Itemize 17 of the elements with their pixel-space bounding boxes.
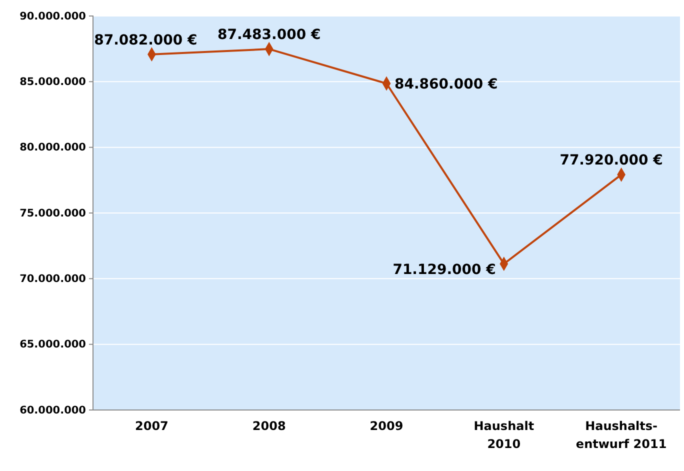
- y-tick-label: 60.000.000: [20, 404, 86, 416]
- y-tick-label: 75.000.000: [20, 207, 86, 220]
- data-label: 87.483.000 €: [218, 27, 321, 44]
- data-label: 84.860.000 €: [394, 76, 498, 93]
- y-tick-label: 85.000.000: [20, 76, 86, 88]
- x-tick-label: 2008: [252, 419, 286, 433]
- y-tick-label: 80.000.000: [20, 142, 86, 154]
- x-tick-label: 2009: [370, 419, 404, 433]
- data-label: 87.082.000 €: [94, 32, 198, 48]
- x-tick-label: 2007: [134, 419, 168, 433]
- y-tick-label: 70.000.000: [20, 273, 86, 286]
- x-tick-label: Haushalt 2010: [474, 419, 534, 451]
- data-label: 71.129.000 €: [392, 262, 496, 278]
- y-tick-label: 90.000.000: [20, 10, 86, 22]
- x-tick-label: Haushalts- entwurf 2011: [576, 419, 667, 451]
- y-tick-label: 65.000.000: [20, 338, 86, 351]
- data-label: 77.920.000 €: [560, 152, 663, 169]
